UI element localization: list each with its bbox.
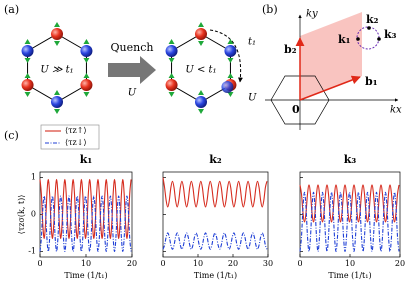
site bbox=[51, 96, 63, 108]
panel-label: (c) bbox=[4, 129, 19, 142]
onsite-label: U bbox=[248, 93, 257, 104]
site bbox=[80, 79, 93, 91]
site bbox=[195, 28, 207, 40]
legend-label: ⟨τz↓⟩ bbox=[65, 138, 87, 147]
spin-arrow bbox=[227, 39, 234, 63]
chart-title: k₁ bbox=[80, 153, 93, 166]
k-point bbox=[356, 37, 360, 41]
spin-arrow bbox=[227, 73, 234, 97]
site bbox=[21, 79, 34, 91]
panel-label: (b) bbox=[262, 3, 278, 16]
plot-frame bbox=[162, 171, 269, 258]
spin-arrow bbox=[83, 73, 90, 97]
site bbox=[224, 45, 237, 57]
spin-arrow bbox=[198, 22, 204, 46]
series-line bbox=[39, 178, 132, 240]
x-tick-label: 30 bbox=[263, 259, 273, 268]
x-tick-label: 0 bbox=[297, 259, 302, 268]
axis-label: kx bbox=[390, 105, 402, 116]
spin-arrow bbox=[54, 90, 60, 114]
y-axis-label: ⟨τzσ(k, t)⟩ bbox=[17, 195, 26, 235]
vector-label: b₁ bbox=[365, 75, 378, 88]
vector-label: b₂ bbox=[284, 43, 297, 56]
series-line bbox=[299, 184, 400, 223]
x-tick-label: 20 bbox=[395, 259, 405, 268]
site bbox=[80, 45, 93, 57]
x-tick-label: 20 bbox=[127, 259, 137, 268]
series-line bbox=[39, 195, 132, 253]
site bbox=[165, 45, 178, 57]
axis-label: ky bbox=[306, 9, 318, 20]
x-tick-label: 10 bbox=[345, 259, 355, 268]
spin-arrow bbox=[83, 39, 90, 63]
y-tick-label: -1 bbox=[28, 246, 36, 255]
spin-arrow bbox=[168, 73, 175, 97]
quench-arrow bbox=[108, 56, 156, 84]
b1-vector bbox=[299, 75, 361, 101]
k-label: k₃ bbox=[384, 28, 397, 41]
hop-label: t₁ bbox=[248, 37, 256, 48]
spin-arrow bbox=[198, 90, 204, 114]
series-line bbox=[299, 191, 400, 253]
unit-cell bbox=[300, 12, 362, 100]
x-axis-label: Time (1/t₁) bbox=[328, 271, 371, 280]
x-tick-label: 0 bbox=[37, 259, 42, 268]
site bbox=[195, 96, 207, 108]
x-tick-label: 10 bbox=[193, 259, 203, 268]
series-line bbox=[162, 177, 268, 208]
arrow-label: Quench bbox=[111, 41, 154, 54]
site bbox=[21, 45, 34, 57]
k-label: k₁ bbox=[338, 33, 351, 46]
spin-arrow bbox=[168, 39, 175, 63]
x-axis-label: Time (1/t₁) bbox=[194, 271, 237, 280]
x-axis-label: Time (1/t₁) bbox=[64, 271, 107, 280]
spin-arrow bbox=[54, 22, 60, 46]
regime-label: U < t₁ bbox=[185, 65, 216, 76]
k-point bbox=[377, 37, 381, 41]
panel-label: (a) bbox=[4, 3, 19, 16]
k-point bbox=[367, 26, 371, 30]
hop-arrow bbox=[209, 29, 243, 83]
regime-label: U ≫ t₁ bbox=[40, 65, 73, 76]
spin-arrow bbox=[24, 73, 31, 97]
arrow-label: U bbox=[128, 88, 137, 99]
site bbox=[51, 28, 63, 40]
spin-arrow bbox=[24, 39, 31, 63]
chart-title: k₃ bbox=[344, 153, 357, 166]
chart-title: k₂ bbox=[209, 153, 222, 166]
y-tick-label: 0 bbox=[31, 210, 36, 219]
y-tick-label: 1 bbox=[31, 173, 36, 182]
legend-label: ⟨τz↑⟩ bbox=[65, 126, 87, 135]
series-line bbox=[162, 232, 268, 250]
lattice bbox=[165, 22, 237, 114]
lattice bbox=[21, 22, 93, 114]
k-label: k₂ bbox=[366, 13, 379, 26]
x-tick-label: 0 bbox=[160, 259, 165, 268]
site bbox=[165, 79, 178, 91]
site bbox=[221, 81, 234, 93]
legend-box bbox=[40, 124, 100, 150]
x-tick-label: 20 bbox=[228, 259, 238, 268]
x-tick-label: 10 bbox=[81, 259, 91, 268]
origin-label: 0 bbox=[292, 103, 300, 116]
